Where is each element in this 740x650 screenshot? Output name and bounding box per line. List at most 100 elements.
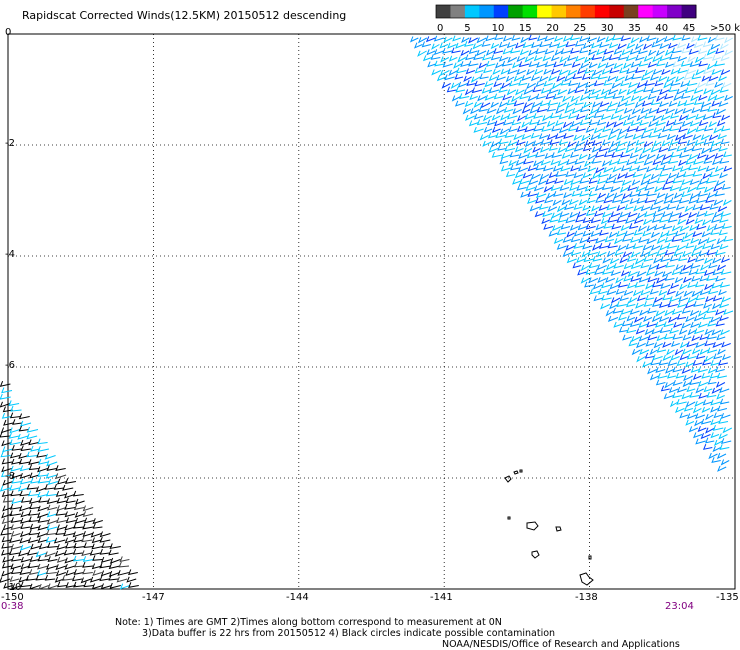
wind-barb: [645, 340, 655, 347]
legend-color-swatch: [638, 5, 654, 18]
wind-barb: [593, 127, 603, 134]
wind-barbs-east-swath: [409, 34, 734, 472]
wind-barb: [109, 557, 121, 564]
wind-barb: [711, 329, 722, 336]
wind-barb: [526, 152, 537, 159]
wind-barb: [640, 74, 651, 81]
wind-barb: [660, 256, 671, 263]
wind-barb: [721, 82, 732, 89]
wind-barb: [468, 60, 479, 67]
wind-barb: [473, 101, 482, 109]
wind-barb: [715, 309, 725, 316]
wind-barb: [575, 216, 584, 223]
wind-barb: [591, 157, 602, 164]
wind-barb: [482, 54, 492, 61]
wind-barb: [498, 101, 508, 108]
wind-barb: [633, 205, 643, 212]
wind-barb: [640, 107, 650, 114]
wind-barb: [509, 80, 519, 87]
wind-barb: [516, 184, 527, 191]
wind-barb: [702, 173, 711, 180]
wind-barb: [707, 378, 717, 385]
wind-barb: [644, 329, 654, 336]
wind-barb: [613, 121, 624, 128]
wind-barb: [665, 261, 675, 268]
wind-barb: [605, 177, 615, 184]
wind-barb: [80, 577, 92, 584]
wind-barb: [55, 564, 67, 571]
wind-barb: [630, 61, 640, 68]
wind-barb: [37, 446, 50, 452]
wind-barb: [1, 471, 13, 478]
wind-barb: [0, 485, 11, 492]
wind-barb: [586, 197, 596, 204]
wind-barb: [127, 569, 138, 576]
wind-barb: [695, 113, 705, 120]
wind-barb: [99, 562, 112, 569]
wind-barb: [605, 264, 616, 271]
wind-barb: [668, 158, 679, 164]
wind-barb: [694, 413, 706, 420]
wind-barb: [479, 134, 489, 141]
wind-barb: [663, 393, 674, 400]
wind-barb: [652, 56, 662, 63]
wind-barb: [515, 89, 525, 96]
wind-barb: [609, 283, 620, 290]
wind-barb: [609, 67, 620, 74]
wind-barb: [36, 512, 49, 519]
wind-barb: [533, 69, 544, 76]
wind-barb: [11, 477, 22, 484]
wind-barb: [626, 43, 636, 50]
wind-barb: [569, 212, 578, 219]
wind-barb: [576, 82, 587, 89]
wind-barb: [564, 75, 574, 82]
wind-barb: [654, 321, 666, 328]
wind-barb: [664, 249, 675, 256]
wind-barb: [665, 108, 675, 115]
wind-barb: [688, 154, 699, 161]
wind-barb: [645, 166, 656, 173]
wind-barb: [640, 179, 649, 186]
wind-barb: [607, 134, 617, 141]
wind-barb: [606, 192, 615, 199]
wind-barb: [474, 67, 484, 74]
wind-barb: [644, 70, 654, 77]
wind-barb: [679, 225, 690, 232]
wind-barb: [638, 335, 649, 342]
wind-barb: [710, 432, 720, 439]
wind-barb: [543, 223, 554, 230]
wind-barb: [510, 164, 520, 171]
wind-barb: [670, 112, 679, 119]
wind-barb: [596, 119, 607, 126]
wind-barb: [498, 138, 509, 145]
wind-barb: [694, 256, 705, 263]
wind-barb: [646, 321, 657, 328]
wind-barb: [570, 249, 582, 256]
wind-barb: [723, 165, 733, 172]
wind-barb: [563, 192, 572, 199]
wind-barb: [652, 211, 663, 218]
wind-barb: [514, 172, 524, 179]
wind-barb: [646, 153, 656, 161]
wind-barb: [508, 140, 518, 147]
wind-barb: [559, 185, 570, 191]
wind-barb: [516, 115, 527, 122]
wind-barb: [710, 419, 720, 426]
wind-barb: [564, 204, 575, 211]
wind-barb: [715, 320, 725, 327]
wind-barb: [689, 120, 700, 127]
wind-barb: [629, 48, 640, 55]
wind-barb: [593, 295, 604, 302]
wind-barb: [451, 47, 461, 54]
legend-color-swatch: [652, 5, 668, 18]
wind-barb: [682, 334, 692, 341]
wind-barb: [666, 349, 675, 356]
wind-barb: [28, 459, 40, 465]
wind-barb: [46, 465, 57, 471]
wind-barb: [688, 212, 697, 219]
wind-barb: [679, 342, 689, 349]
wind-barb: [12, 419, 23, 425]
wind-barb: [29, 523, 40, 530]
wind-barb: [697, 34, 708, 41]
wind-barb: [662, 294, 672, 301]
